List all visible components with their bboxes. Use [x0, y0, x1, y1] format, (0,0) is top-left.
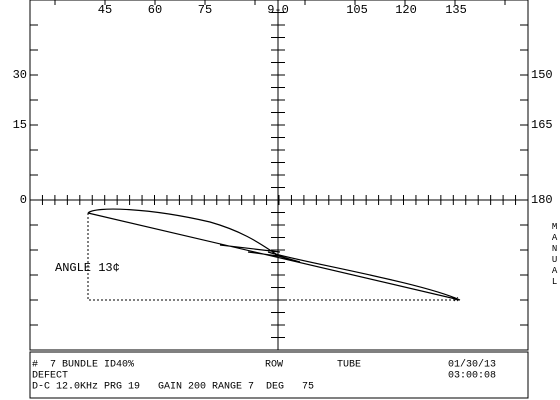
footer-text: 03:00:08 [448, 371, 496, 382]
top-scale-label: 9-0 [267, 3, 289, 17]
top-scale-label: 120 [395, 3, 417, 17]
trace-end: × [453, 296, 459, 307]
signal-trace [87, 208, 461, 301]
top-scale-label: 135 [445, 3, 467, 17]
right-scale-label: 150 [531, 68, 553, 82]
right-scale-label: 180 [531, 193, 553, 207]
tick-group [29, 0, 529, 338]
top-scale-label: 75 [198, 3, 212, 17]
footer-text: # 7 BUNDLE ID40% [32, 360, 134, 371]
top-scale-label: 60 [148, 3, 162, 17]
top-scale-label: 105 [346, 3, 368, 17]
left-scale-label: 0 [20, 193, 27, 207]
left-scale-label: 30 [13, 68, 27, 82]
angle-annotation: ANGLE 13¢ [55, 261, 120, 275]
footer-text: ROW [265, 360, 283, 371]
right-scale-label: 165 [531, 118, 553, 132]
mode-label: MANUAL [550, 222, 560, 288]
angle-guide [87, 213, 460, 301]
top-scale-label: 45 [98, 3, 112, 17]
left-scale-label: 15 [13, 118, 27, 132]
footer-text: D-C 12.0KHz PRG 19 GAIN 200 RANGE 7 DEG … [32, 382, 314, 393]
footer-text: TUBE [337, 360, 361, 371]
footer-text: 01/30/13 [448, 359, 496, 371]
footer-text: DEFECT [32, 371, 68, 382]
footer-frame [29, 351, 529, 399]
